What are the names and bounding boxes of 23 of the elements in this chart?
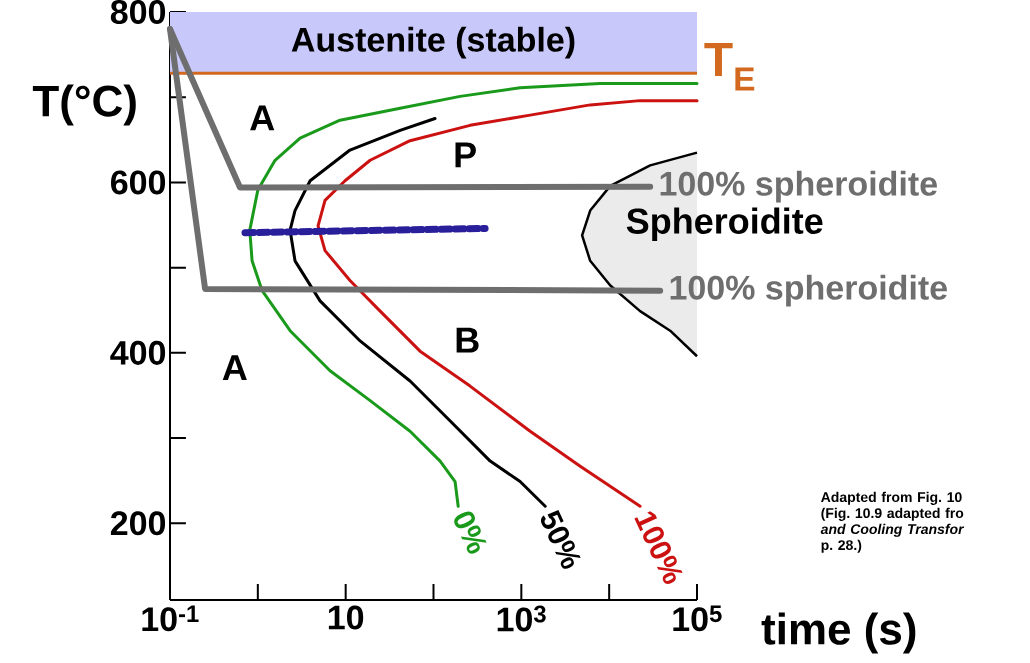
text: 0%	[454, 511, 487, 554]
x-tick-label: 10$^{3}$	[497, 605, 546, 632]
annotation: P	[455, 142, 476, 168]
text: 100%	[634, 511, 683, 584]
y-axis-title: T(°C)	[32, 84, 136, 126]
y-tick-label: 400	[110, 340, 166, 365]
y-tick-label: 200	[110, 511, 166, 536]
text: Adapted from Fig. 10 (Fig. 10.9 adapted fro and Cooling Transfor p. 28.)	[820, 491, 965, 553]
band-label: Austenite (stable)	[291, 26, 575, 59]
series-label: 100% spheroidite	[670, 274, 947, 307]
text: 50%	[540, 510, 581, 569]
x-tick-label: 10	[328, 605, 364, 630]
ref-line-label: T$_{E}$	[704, 42, 755, 91]
series-label: 100% spheroidite	[660, 170, 937, 203]
annotation: Spheroidite	[626, 207, 823, 242]
y-tick-label: 800	[110, 0, 166, 25]
x-tick-label: 10$^{-1}$	[142, 605, 199, 632]
annotation: B	[456, 327, 479, 353]
x-tick-label: 10$^{5}$	[673, 605, 722, 632]
annotation: A	[222, 355, 247, 381]
annotation: A	[250, 105, 275, 131]
y-tick-label: 600	[111, 170, 166, 195]
x-axis-title: time (s)	[761, 612, 916, 654]
